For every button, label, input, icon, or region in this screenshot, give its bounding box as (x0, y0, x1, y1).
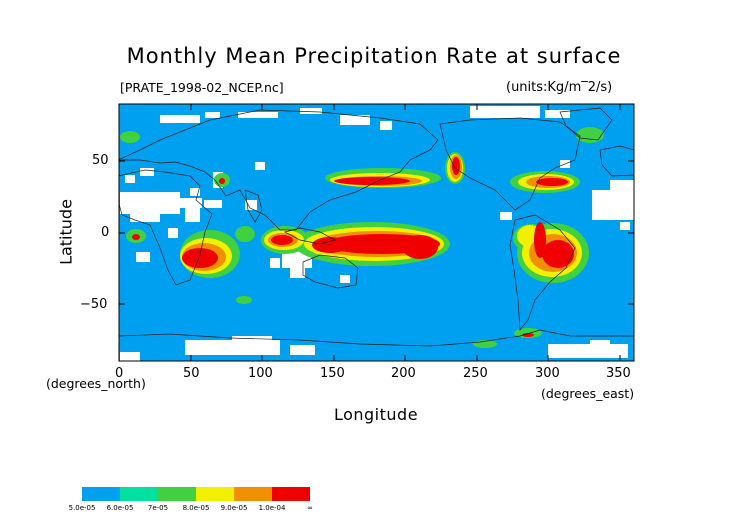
x-tick-label: 350 (606, 366, 631, 381)
colorbar-label: 9.0e-05 (220, 504, 248, 512)
colorbar-label: 8.0e-05 (182, 504, 210, 512)
colorbar-swatch (196, 487, 234, 501)
colorbar-swatch (234, 487, 272, 501)
colorbar-swatch (82, 487, 120, 501)
colorbar-label: 5.0e-05 (68, 504, 96, 512)
colorbar-swatch (272, 487, 310, 501)
units-label: (units:Kg/m‾2/s) (506, 80, 612, 95)
precip-level-red (132, 157, 574, 337)
y-tick-label: 50 (92, 153, 109, 168)
x-tick-label: 250 (463, 366, 488, 381)
colorbar-swatch (158, 487, 196, 501)
y-unit-label: (degrees_north) (46, 376, 146, 391)
x-tick-label: 0 (115, 366, 124, 381)
x-tick-label: 300 (535, 366, 560, 381)
x-tick-label: 50 (183, 366, 200, 381)
colorbar-label: 1.0e-04 (258, 504, 286, 512)
map-field (119, 104, 634, 361)
coastlines (119, 107, 634, 347)
tick-marks (118, 104, 634, 361)
x-tick-label: 100 (248, 366, 273, 381)
colorbar (82, 487, 310, 501)
x-tick-label: 200 (391, 366, 416, 381)
x-axis-label: Longitude (333, 405, 419, 424)
units-exponent: ‾2/s) (581, 80, 613, 95)
missing-data (120, 106, 634, 361)
colorbar-swatch (120, 487, 158, 501)
chart-title: Monthly Mean Precipitation Rate at surfa… (126, 44, 622, 68)
x-unit-label: (degrees_east) (541, 386, 635, 401)
colorbar-label: 7e-05 (147, 504, 169, 512)
colorbar-label: 6.0e-05 (106, 504, 134, 512)
colorbar-labels: 5.0e-05 6.0e-05 7e-05 8.0e-05 9.0e-05 1.… (64, 504, 344, 516)
y-tick-label: 0 (101, 225, 110, 240)
colorbar-label: ∞ (307, 504, 313, 512)
units-text: (units:Kg/m (506, 80, 582, 95)
file-label: [PRATE_1998-02_NCEP.nc] (120, 80, 284, 95)
x-tick-label: 150 (320, 366, 345, 381)
y-tick-label: −50 (80, 297, 108, 312)
